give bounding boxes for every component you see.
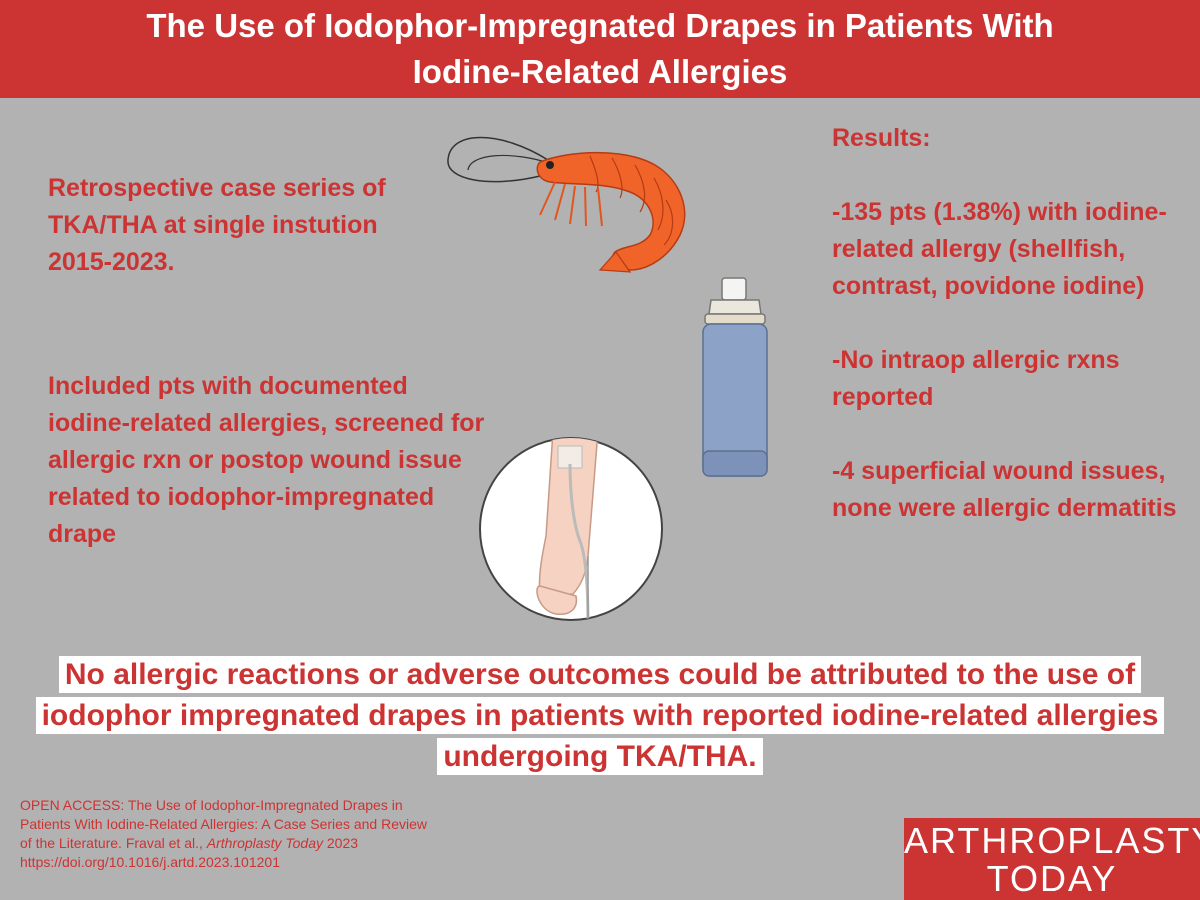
- results-panel: Results: -135 pts (1.38%) with iodine-re…: [832, 120, 1192, 527]
- conclusion-line-1: No allergic reactions or adverse outcome…: [58, 656, 1142, 693]
- spray-bottle-icon: [702, 277, 768, 477]
- results-heading: Results:: [832, 124, 931, 152]
- citation-journal: Arthroplasty Today: [206, 835, 323, 851]
- results-item-wound: -4 superficial wound issues, none were a…: [832, 457, 1177, 522]
- shrimp-icon: [447, 136, 686, 273]
- iv-arm-icon: [479, 437, 663, 621]
- inclusion-criteria-text: Included pts with documented iodine-rela…: [48, 372, 485, 548]
- results-item-intraop: -No intraop allergic rxns reported: [832, 346, 1120, 411]
- study-design-text: Retrospective case series of TKA/THA at …: [48, 174, 386, 276]
- citation-doi: 2023 https://doi.org/10.1016/j.artd.2023…: [20, 835, 359, 870]
- logo-line-1: ARTHROPLASTY: [904, 820, 1200, 861]
- conclusion-line-2: iodophor impregnated drapes in patients …: [35, 697, 1165, 734]
- journal-logo: ARTHROPLASTY TODAY: [904, 818, 1200, 900]
- title-line-2: Iodine-Related Allergies: [412, 53, 788, 90]
- conclusion-block: No allergic reactions or adverse outcome…: [0, 656, 1200, 779]
- citation: OPEN ACCESS: The Use of Iodophor-Impregn…: [20, 796, 440, 872]
- results-item-patients: -135 pts (1.38%) with iodine-related all…: [832, 198, 1167, 300]
- citation-text: OPEN ACCESS: The Use of Iodophor-Impregn…: [20, 797, 427, 851]
- title-banner: The Use of Iodophor-Impregnated Drapes i…: [0, 0, 1200, 98]
- conclusion-line-3: undergoing TKA/THA.: [437, 738, 763, 775]
- title-line-1: The Use of Iodophor-Impregnated Drapes i…: [146, 7, 1054, 44]
- logo-line-2: TODAY: [986, 858, 1118, 899]
